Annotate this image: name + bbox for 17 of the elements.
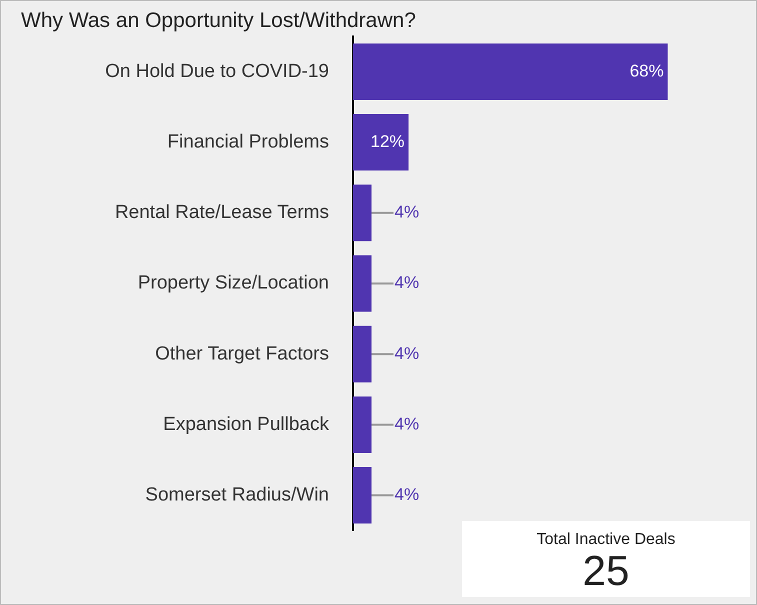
y-tick-label: Property Size/Location bbox=[138, 272, 329, 294]
data-label: 68% bbox=[630, 61, 664, 80]
y-tick-label: Somerset Radius/Win bbox=[145, 484, 329, 506]
y-tick-label: Expansion Pullback bbox=[163, 414, 330, 435]
annotation: Total Inactive Deals bbox=[536, 531, 676, 549]
data-label: 4% bbox=[394, 484, 420, 504]
data-label: 4% bbox=[394, 344, 420, 363]
kpi-card: Total Inactive Deals 25 bbox=[462, 521, 750, 597]
y-tick-label: Rental Rate/Lease Terms bbox=[114, 202, 329, 224]
y-tick-label: Other Target Factors bbox=[155, 343, 329, 364]
data-label: 4% bbox=[394, 414, 420, 434]
data-label: 12% bbox=[370, 132, 405, 151]
chart-title: Why Was an Opportunity Lost/Withdrawn? bbox=[21, 9, 416, 33]
y-tick-label: Financial Problems bbox=[167, 132, 329, 153]
data-label: 4% bbox=[394, 273, 420, 292]
data-label: 4% bbox=[394, 202, 420, 222]
y-tick-label: On Hold Due to COVID-19 bbox=[105, 60, 329, 82]
